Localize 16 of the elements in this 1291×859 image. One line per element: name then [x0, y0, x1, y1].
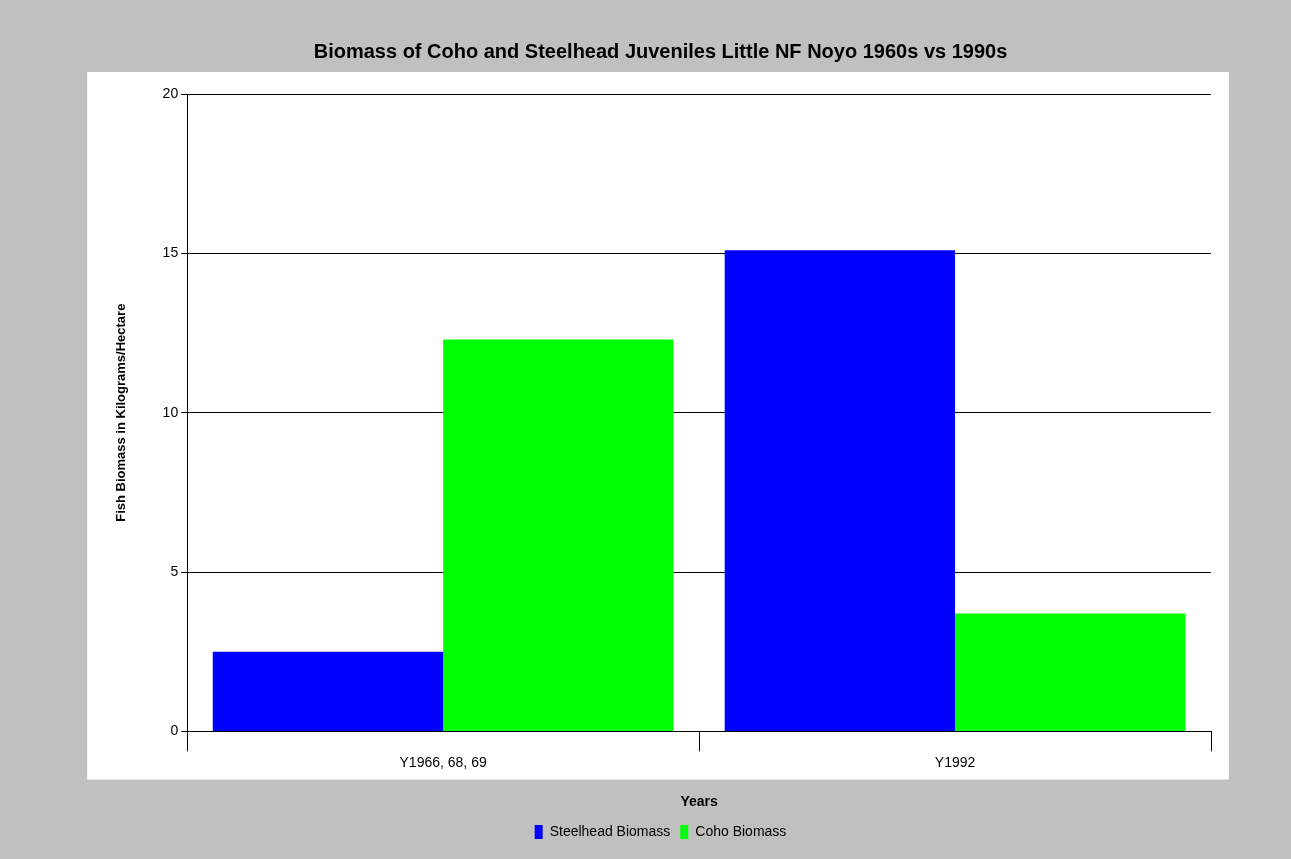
x-tick-label: Y1992: [934, 753, 976, 770]
bar: [443, 339, 674, 731]
y-tick-label: 15: [162, 244, 179, 261]
y-tick-label: 0: [170, 722, 179, 739]
x-tick-label: Y1966, 68, 69: [399, 753, 487, 770]
bar: [724, 250, 956, 731]
chart-title: Biomass of Coho and Steelhead Juveniles Little NF Noyo 1960s vs 1990s: [313, 39, 1008, 62]
bar: [212, 651, 444, 731]
legend-label: Coho Biomass: [695, 822, 787, 839]
y-tick-label: 5: [170, 562, 179, 579]
y-tick-label: 20: [162, 84, 179, 101]
y-tick-label: 10: [162, 403, 179, 420]
x-axis-title: Years: [680, 793, 718, 810]
bar: [955, 613, 1186, 731]
y-axis-title: Fish Biomass in Kilograms/Hectare: [113, 303, 129, 522]
legend-label: Steelhead Biomass: [549, 822, 671, 839]
